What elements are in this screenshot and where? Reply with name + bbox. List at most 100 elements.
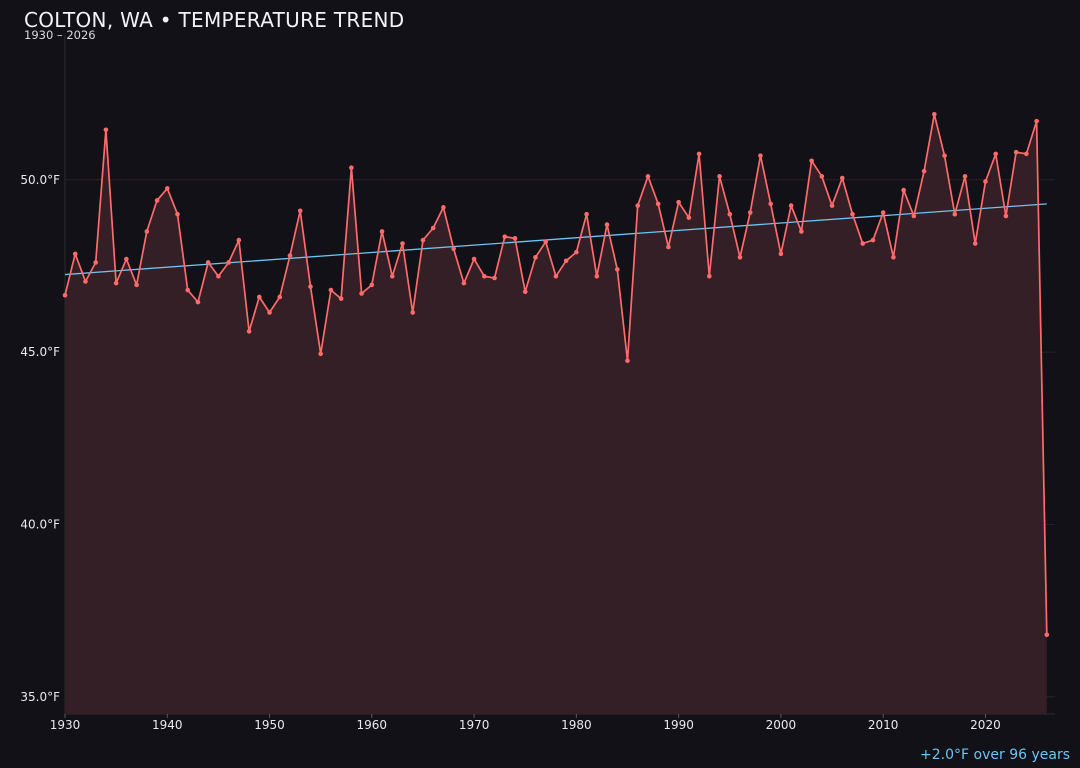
data-point <box>297 208 303 214</box>
data-point <box>870 237 876 243</box>
data-point <box>614 267 620 272</box>
y-tick-label: 40.0°F <box>20 517 60 531</box>
data-point <box>594 273 600 279</box>
data-point <box>584 211 589 217</box>
data-point <box>328 287 334 293</box>
x-tick-label: 2010 <box>868 718 899 732</box>
data-point <box>103 127 109 133</box>
data-point <box>645 174 651 179</box>
data-point <box>236 237 242 243</box>
data-point <box>451 246 456 251</box>
data-point <box>246 329 252 334</box>
x-tick-label: 1940 <box>152 718 183 732</box>
series-area <box>65 114 1047 715</box>
data-point <box>369 282 375 288</box>
data-point <box>799 229 804 234</box>
data-point <box>83 279 88 284</box>
data-point <box>737 255 743 260</box>
data-point <box>1003 213 1009 219</box>
data-point <box>983 179 988 184</box>
data-point <box>574 249 579 255</box>
data-point <box>195 299 201 305</box>
y-tick-label: 35.0°F <box>20 690 60 704</box>
data-point <box>839 175 845 181</box>
data-point <box>696 151 702 157</box>
data-point <box>287 253 293 258</box>
data-point <box>226 260 231 265</box>
data-point <box>62 292 68 298</box>
data-point <box>389 273 395 279</box>
x-tick-label: 1980 <box>561 718 592 732</box>
y-tick-label: 50.0°F <box>20 173 60 187</box>
data-point <box>625 358 630 364</box>
x-tick-label: 1950 <box>254 718 285 732</box>
data-point <box>952 211 958 217</box>
x-tick-label: 1930 <box>50 718 81 732</box>
x-tick-label: 2020 <box>970 718 1001 732</box>
data-point <box>901 187 906 193</box>
data-point <box>359 291 364 296</box>
trend-annotation: +2.0°F over 96 years <box>920 747 1070 763</box>
data-point <box>185 287 191 293</box>
data-point <box>93 260 98 265</box>
data-point <box>482 273 487 279</box>
data-point <box>257 294 262 300</box>
x-tick-label: 1960 <box>357 718 388 732</box>
data-point <box>124 256 129 262</box>
data-point <box>420 237 426 243</box>
data-point <box>175 211 180 217</box>
data-point <box>1034 118 1039 124</box>
data-point <box>686 215 692 220</box>
data-point <box>932 111 937 117</box>
data-point <box>277 294 283 300</box>
data-point <box>676 199 681 205</box>
data-point <box>154 198 160 203</box>
data-point <box>758 153 763 158</box>
y-tick-label: 45.0°F <box>20 345 60 359</box>
data-point <box>461 280 467 286</box>
data-point <box>492 275 497 281</box>
data-point <box>911 213 917 219</box>
data-point <box>942 153 947 158</box>
data-point <box>134 282 139 288</box>
data-point <box>563 258 569 264</box>
data-point <box>410 310 416 315</box>
data-point <box>707 273 712 279</box>
data-point <box>502 234 508 239</box>
data-point <box>553 273 559 279</box>
x-tick-label: 1990 <box>663 718 694 732</box>
data-point <box>308 284 313 289</box>
data-point <box>533 255 538 260</box>
data-point <box>850 211 855 217</box>
data-point <box>441 205 446 210</box>
data-point <box>113 280 119 286</box>
data-point <box>993 151 998 157</box>
data-point <box>205 260 211 265</box>
data-point <box>144 229 150 234</box>
data-point <box>512 236 518 241</box>
data-point <box>819 174 825 179</box>
data-point <box>349 165 354 170</box>
data-point <box>338 296 344 301</box>
data-point <box>666 244 671 250</box>
data-point <box>164 186 170 191</box>
data-point <box>717 174 722 179</box>
data-point <box>543 239 548 245</box>
data-point <box>788 203 794 208</box>
data-point <box>604 222 610 227</box>
data-point <box>778 251 784 257</box>
data-point <box>1024 151 1029 157</box>
data-point <box>891 255 896 260</box>
data-point <box>318 351 323 357</box>
data-point <box>1044 632 1050 638</box>
data-point <box>962 174 968 179</box>
data-point <box>921 168 927 174</box>
x-tick-label: 1970 <box>459 718 490 732</box>
chart-title: COLTON, WA • TEMPERATURE TREND <box>24 8 405 32</box>
data-point <box>72 251 78 257</box>
data-point <box>809 158 814 164</box>
data-point <box>768 201 773 207</box>
data-point <box>400 241 405 246</box>
data-point <box>267 310 272 315</box>
